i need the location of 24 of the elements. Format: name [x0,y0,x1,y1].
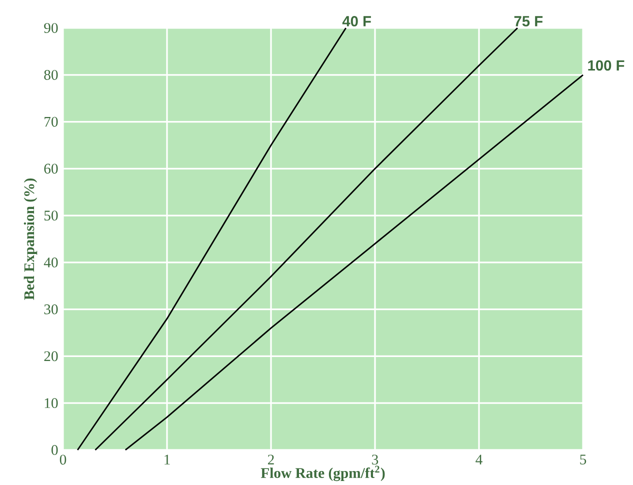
y-tick-label: 10 [44,398,58,408]
y-tick-label: 60 [44,164,58,174]
x-axis-title: Flow Rate (gpm/ft$^{2}$) [260,466,385,482]
x-tick-label: 0 [60,454,66,465]
y-tick-label: 90 [44,23,58,33]
y-tick-label: 70 [44,116,58,127]
y-axis-title: Bed Expansion (%) [24,178,38,300]
line-series [94,27,518,451]
y-tick-label: 50 [44,210,58,221]
line-series [124,74,584,451]
series-label: 75 F [514,16,543,26]
x-tick-label: 2 [268,454,274,464]
series-label: 40 F [342,16,371,26]
y-tick-label: 20 [44,351,58,362]
x-tick-label: 3 [372,454,378,465]
series-label: 100 F [588,60,624,71]
x-tick-label: 5 [580,454,586,464]
x-tick-label: 1 [164,454,170,464]
y-tick-label: 30 [44,304,58,314]
line-series [76,27,347,451]
y-tick-label: 0 [52,445,58,455]
y-tick-label: 40 [44,258,58,268]
y-tick-label: 80 [44,70,58,80]
x-tick-label: 4 [476,454,482,464]
